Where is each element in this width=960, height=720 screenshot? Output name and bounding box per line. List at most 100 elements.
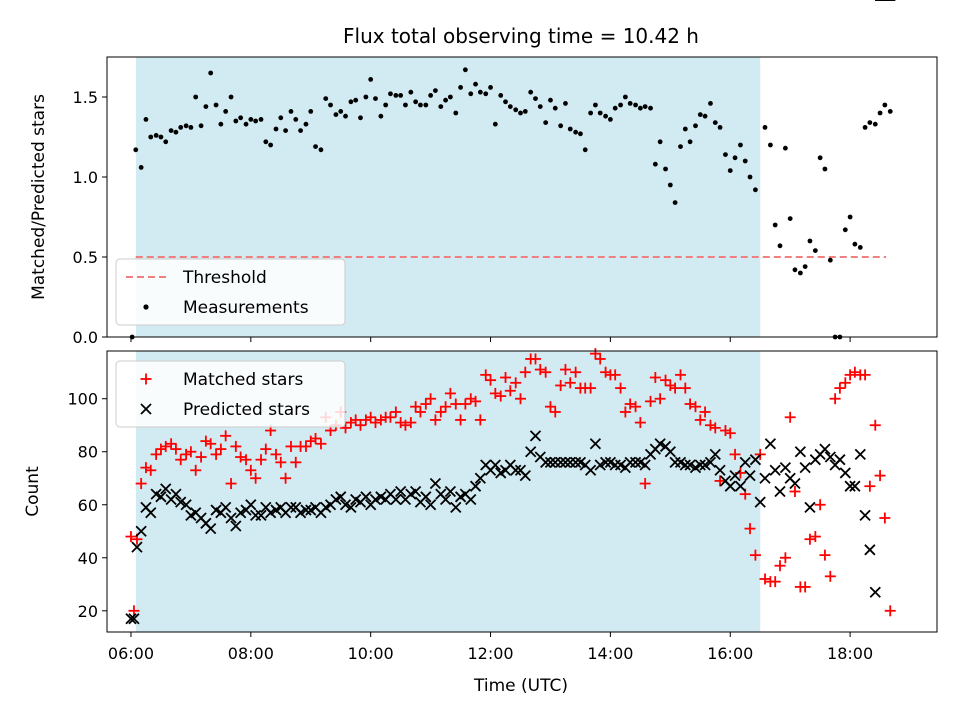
matched-star-point — [564, 377, 576, 389]
x-tick-label: 08:00 — [228, 644, 274, 663]
measurement-point — [303, 121, 309, 127]
measurement-point — [567, 126, 573, 132]
matched-star-point — [384, 411, 396, 423]
matched-star-point — [210, 448, 222, 460]
measurement-point — [438, 104, 444, 109]
matched-star-point — [804, 533, 816, 545]
measurement-point — [163, 139, 169, 145]
measurement-point — [717, 125, 723, 130]
predicted-star-point — [220, 501, 232, 514]
matched-star-point — [769, 576, 781, 588]
measurement-point — [678, 144, 683, 150]
measurement-point — [238, 115, 244, 121]
matched-star-point — [600, 366, 612, 378]
measurement-point — [657, 139, 663, 145]
matched-star-point — [340, 422, 352, 434]
matched-star-point — [285, 440, 297, 452]
matched-star-point — [754, 448, 766, 460]
matched-star-point — [315, 438, 327, 450]
measurement-point — [333, 112, 339, 117]
measurement-point — [253, 118, 259, 124]
predicted-star-point — [519, 469, 531, 482]
matched-star-point — [549, 406, 561, 418]
measurement-point — [228, 94, 234, 100]
measurement-point — [667, 182, 673, 188]
matched-star-point — [165, 438, 177, 450]
predicted-star-point — [609, 459, 621, 471]
measurement-point — [702, 113, 708, 119]
predicted-star-point — [160, 483, 172, 495]
measurement-point — [887, 109, 893, 114]
matched-star-point — [789, 486, 801, 497]
predicted-star-point — [249, 509, 262, 521]
matched-star-point — [145, 464, 157, 476]
matched-stars-legend-swatch — [140, 373, 152, 385]
measurement-point — [263, 139, 269, 145]
matched-star-point — [420, 398, 432, 410]
matched-star-point — [664, 379, 676, 391]
predicted-star-point — [444, 485, 457, 498]
matched-star-point — [504, 385, 516, 397]
measurement-point — [363, 94, 369, 100]
measurement-point — [672, 200, 678, 206]
measurement-point — [188, 125, 194, 130]
bottom-x-ticks: 06:00 08:00 10:00 12:00 14:00 16:00 18:00 — [108, 632, 873, 663]
matched-star-point — [884, 605, 896, 617]
predicted-star-point — [684, 459, 696, 471]
predicted-star-point — [345, 501, 357, 514]
measurement-point — [153, 133, 159, 138]
measurement-point — [777, 243, 783, 249]
measurement-point — [133, 147, 139, 153]
measurement-point — [178, 125, 184, 130]
measurement-point — [408, 89, 414, 95]
measurement-point — [693, 123, 698, 129]
matched-star-point — [405, 417, 417, 429]
matched-star-point — [220, 430, 232, 442]
matched-star-point — [824, 570, 836, 582]
predicted-star-point — [125, 613, 137, 625]
matched-star-point — [305, 435, 317, 447]
predicted-star-point — [489, 459, 501, 471]
predicted-star-point — [664, 446, 676, 458]
matched-star-point — [450, 398, 462, 410]
x-tick-label: 10:00 — [348, 644, 394, 663]
measurement-point — [477, 89, 483, 95]
measurement-point — [548, 97, 553, 103]
measurement-point — [453, 110, 459, 116]
matched-star-point — [465, 393, 477, 405]
measurements-legend-swatch — [143, 304, 149, 310]
measurement-point — [483, 91, 489, 97]
matched-star-point — [719, 425, 731, 437]
x-tick-label: 14:00 — [587, 644, 633, 663]
y-tick-label: 0.0 — [73, 328, 98, 347]
measurement-point — [762, 125, 768, 130]
predicted-star-point — [225, 512, 237, 524]
measurement-point — [378, 113, 384, 119]
predicted-star-point — [409, 485, 422, 498]
measurement-point — [258, 117, 264, 122]
measurement-point — [443, 97, 448, 103]
measurement-point — [842, 227, 848, 233]
matched-star-point — [310, 432, 322, 444]
measurement-point — [648, 105, 653, 111]
threshold-legend-label: Threshold — [182, 268, 267, 288]
measurement-point — [413, 99, 419, 105]
matched-star-point — [744, 523, 756, 535]
measurement-point — [288, 109, 294, 114]
y-tick-label: 0.5 — [73, 248, 98, 267]
matched-star-point — [365, 411, 377, 423]
bottom-legend-box — [115, 360, 346, 428]
measurement-point — [852, 241, 858, 247]
measurement-point — [398, 93, 404, 98]
matched-star-point — [470, 395, 482, 407]
matched-star-point — [615, 382, 627, 394]
predicted-star-point — [654, 438, 666, 450]
measurement-point — [428, 93, 434, 98]
measurement-point — [203, 104, 209, 109]
matched-star-point — [390, 406, 402, 418]
matched-star-point — [275, 456, 287, 468]
measurement-point — [797, 270, 803, 276]
measurement-point — [588, 110, 594, 116]
predicted-star-point — [864, 544, 876, 556]
